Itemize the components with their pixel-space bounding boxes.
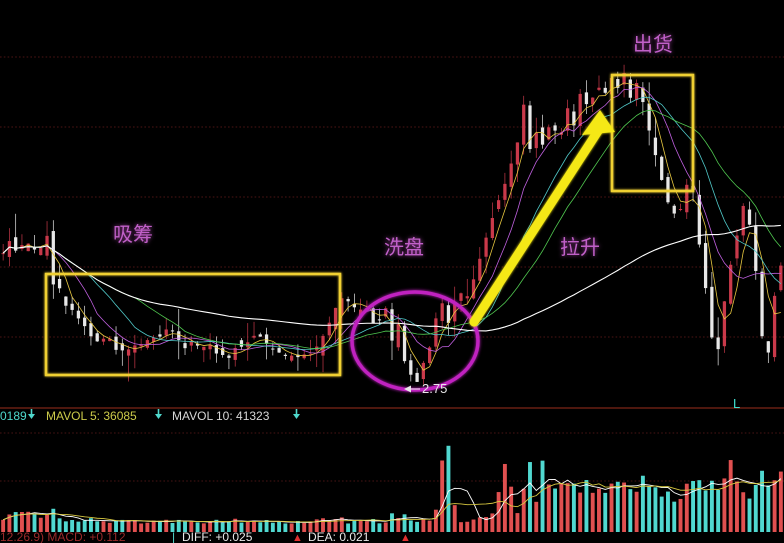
svg-text:12.26.9) MACD: +0.112: 12.26.9) MACD: +0.112 bbox=[0, 530, 126, 543]
svg-text:▲: ▲ bbox=[292, 532, 303, 543]
svg-text:MAVOL 10: 41323: MAVOL 10: 41323 bbox=[172, 409, 270, 423]
svg-text:0189: 0189 bbox=[0, 409, 27, 423]
svg-text:MAVOL 5: 36085: MAVOL 5: 36085 bbox=[46, 409, 137, 423]
svg-text:拉升: 拉升 bbox=[560, 236, 600, 259]
svg-text:|: | bbox=[172, 530, 175, 543]
svg-text:DEA: 0.021: DEA: 0.021 bbox=[308, 530, 370, 543]
svg-text:DIFF: +0.025: DIFF: +0.025 bbox=[182, 530, 253, 543]
svg-text:L: L bbox=[733, 396, 740, 411]
svg-text:▲: ▲ bbox=[400, 532, 411, 543]
svg-text:2.75: 2.75 bbox=[422, 381, 447, 396]
svg-text:吸筹: 吸筹 bbox=[113, 223, 153, 246]
svg-text:出货: 出货 bbox=[633, 33, 673, 56]
svg-text:洗盘: 洗盘 bbox=[384, 236, 424, 259]
